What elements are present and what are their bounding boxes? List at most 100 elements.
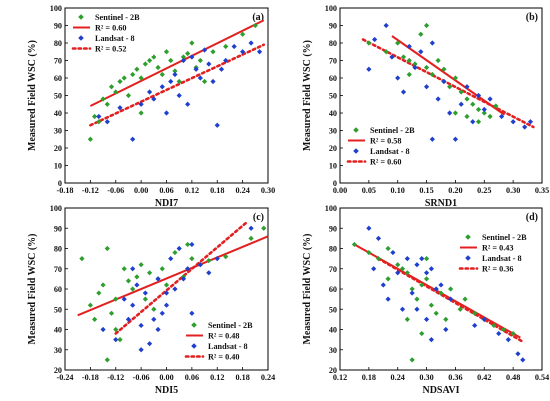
point-sentinel	[475, 106, 482, 113]
point-landsat	[414, 306, 420, 312]
fit-line-sentinel	[89, 19, 265, 107]
point-sentinel	[87, 136, 93, 142]
point-landsat	[168, 78, 174, 85]
x-tick-label: 0.25	[477, 186, 491, 195]
point-sentinel	[172, 249, 178, 256]
point-sentinel	[423, 64, 430, 71]
x-tick-label: 0.48	[506, 373, 520, 382]
point-sentinel	[409, 357, 415, 363]
y-tick-label: 40	[54, 109, 62, 118]
point-sentinel	[428, 302, 434, 308]
y-tick-label: 0	[58, 179, 62, 188]
point-landsat	[395, 270, 401, 276]
point-sentinel	[443, 316, 449, 322]
x-tick-label: 0.24	[235, 186, 249, 195]
point-landsat	[423, 316, 430, 322]
point-sentinel	[452, 110, 459, 116]
legend-label: Sentinel - 2B	[370, 126, 415, 135]
point-landsat	[447, 110, 453, 116]
point-sentinel	[100, 282, 106, 288]
legend-marker	[465, 234, 471, 240]
x-axis-label: NDI5	[155, 385, 178, 396]
y-tick-label: 70	[54, 265, 62, 274]
point-landsat	[218, 66, 225, 72]
chart-panel-1: -0.18 -0.12 -0.06 0.00 0.06 0.12 0.18 0.24 0.30 0…	[27, 4, 275, 209]
point-sentinel	[475, 119, 482, 125]
point-sentinel	[414, 296, 420, 302]
point-landsat	[458, 101, 464, 107]
point-sentinel	[96, 290, 102, 296]
fit-line-landsat	[361, 38, 535, 129]
y-tick-label: 20	[54, 144, 62, 153]
point-sentinel	[404, 270, 410, 276]
point-sentinel	[385, 245, 391, 252]
point-sentinel	[159, 71, 165, 78]
x-tick-label: 0.12	[333, 373, 347, 382]
y-tick-label: 80	[54, 245, 62, 254]
point-sentinel	[92, 316, 98, 322]
point-sentinel	[366, 40, 372, 46]
x-tick-label: -0.06	[107, 186, 124, 195]
x-axis-label: NDI7	[155, 198, 178, 209]
point-sentinel	[142, 296, 148, 302]
point-landsat	[172, 71, 178, 78]
x-tick-label: 0.06	[185, 373, 199, 382]
point-landsat	[371, 266, 377, 272]
point-landsat	[138, 322, 144, 329]
y-tick-label: 90	[329, 224, 337, 233]
point-sentinel	[155, 64, 161, 71]
point-sentinel	[223, 254, 229, 260]
point-landsat	[406, 43, 412, 50]
point-sentinel	[168, 57, 174, 64]
point-sentinel	[487, 113, 493, 120]
panel-label: (c)	[253, 212, 264, 223]
y-tick-label: 20	[329, 144, 337, 153]
point-sentinel	[151, 306, 157, 312]
point-landsat	[380, 282, 386, 288]
panel-label: (d)	[526, 212, 538, 223]
point-sentinel	[412, 61, 418, 67]
fit-line-sentinel	[353, 243, 521, 339]
point-sentinel	[79, 256, 85, 262]
point-landsat	[197, 262, 203, 268]
point-landsat	[505, 337, 511, 343]
point-landsat	[125, 316, 132, 322]
point-sentinel	[206, 258, 212, 264]
y-tick-label: 30	[329, 346, 337, 355]
point-sentinel	[176, 78, 182, 85]
y-tick-label: 20	[329, 366, 337, 375]
point-sentinel	[500, 326, 507, 333]
point-landsat	[223, 57, 229, 64]
point-sentinel	[121, 75, 127, 81]
y-axis-label: Measured Field WSC (%)	[302, 233, 313, 344]
y-axis-label: Measured Field WSC (%)	[27, 233, 38, 344]
y-tick-label: 80	[329, 245, 337, 254]
x-tick-label: -0.18	[82, 373, 99, 382]
legend-label: R² = 0.58	[370, 137, 401, 146]
point-sentinel	[159, 266, 165, 272]
x-tick-label: -0.18	[56, 186, 73, 195]
point-landsat	[389, 54, 395, 60]
y-tick-label: 100	[325, 204, 337, 213]
point-sentinel	[130, 286, 136, 292]
point-sentinel	[134, 66, 140, 72]
point-landsat	[418, 49, 424, 55]
point-landsat	[452, 136, 459, 142]
point-landsat	[256, 49, 263, 55]
point-landsat	[419, 256, 425, 262]
point-sentinel	[138, 75, 144, 81]
point-landsat	[481, 316, 487, 322]
point-sentinel	[96, 119, 102, 125]
point-sentinel	[138, 110, 144, 116]
point-landsat	[180, 57, 187, 64]
point-landsat	[428, 337, 434, 343]
point-sentinel	[142, 61, 148, 67]
point-sentinel	[423, 256, 430, 262]
point-sentinel	[146, 270, 153, 276]
y-tick-label: 60	[54, 285, 62, 294]
point-landsat	[231, 43, 237, 50]
x-tick-label: 0.18	[210, 186, 224, 195]
